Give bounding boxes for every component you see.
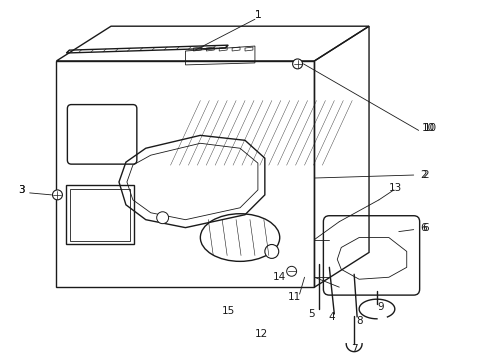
Text: 8: 8 xyxy=(356,316,363,326)
Text: 9: 9 xyxy=(378,302,384,312)
Circle shape xyxy=(52,190,62,200)
Circle shape xyxy=(293,59,302,69)
Text: 7: 7 xyxy=(351,344,358,354)
Text: 13: 13 xyxy=(389,183,402,193)
Text: 12: 12 xyxy=(255,329,269,339)
Text: 10: 10 xyxy=(424,123,437,134)
Text: 4: 4 xyxy=(328,312,335,322)
Text: 3: 3 xyxy=(19,185,25,195)
Text: 6: 6 xyxy=(422,222,429,233)
Text: 6: 6 xyxy=(420,222,427,233)
Text: 1: 1 xyxy=(255,10,261,20)
Text: 11: 11 xyxy=(288,292,301,302)
Text: 3: 3 xyxy=(19,185,25,195)
Text: 2: 2 xyxy=(420,170,427,180)
Circle shape xyxy=(157,212,169,224)
Text: 5: 5 xyxy=(308,309,315,319)
Text: 14: 14 xyxy=(273,272,286,282)
Circle shape xyxy=(265,244,279,258)
Text: 15: 15 xyxy=(221,306,235,316)
Text: 1: 1 xyxy=(255,10,261,20)
Text: 10: 10 xyxy=(422,123,435,134)
Text: 2: 2 xyxy=(422,170,429,180)
Circle shape xyxy=(287,266,296,276)
